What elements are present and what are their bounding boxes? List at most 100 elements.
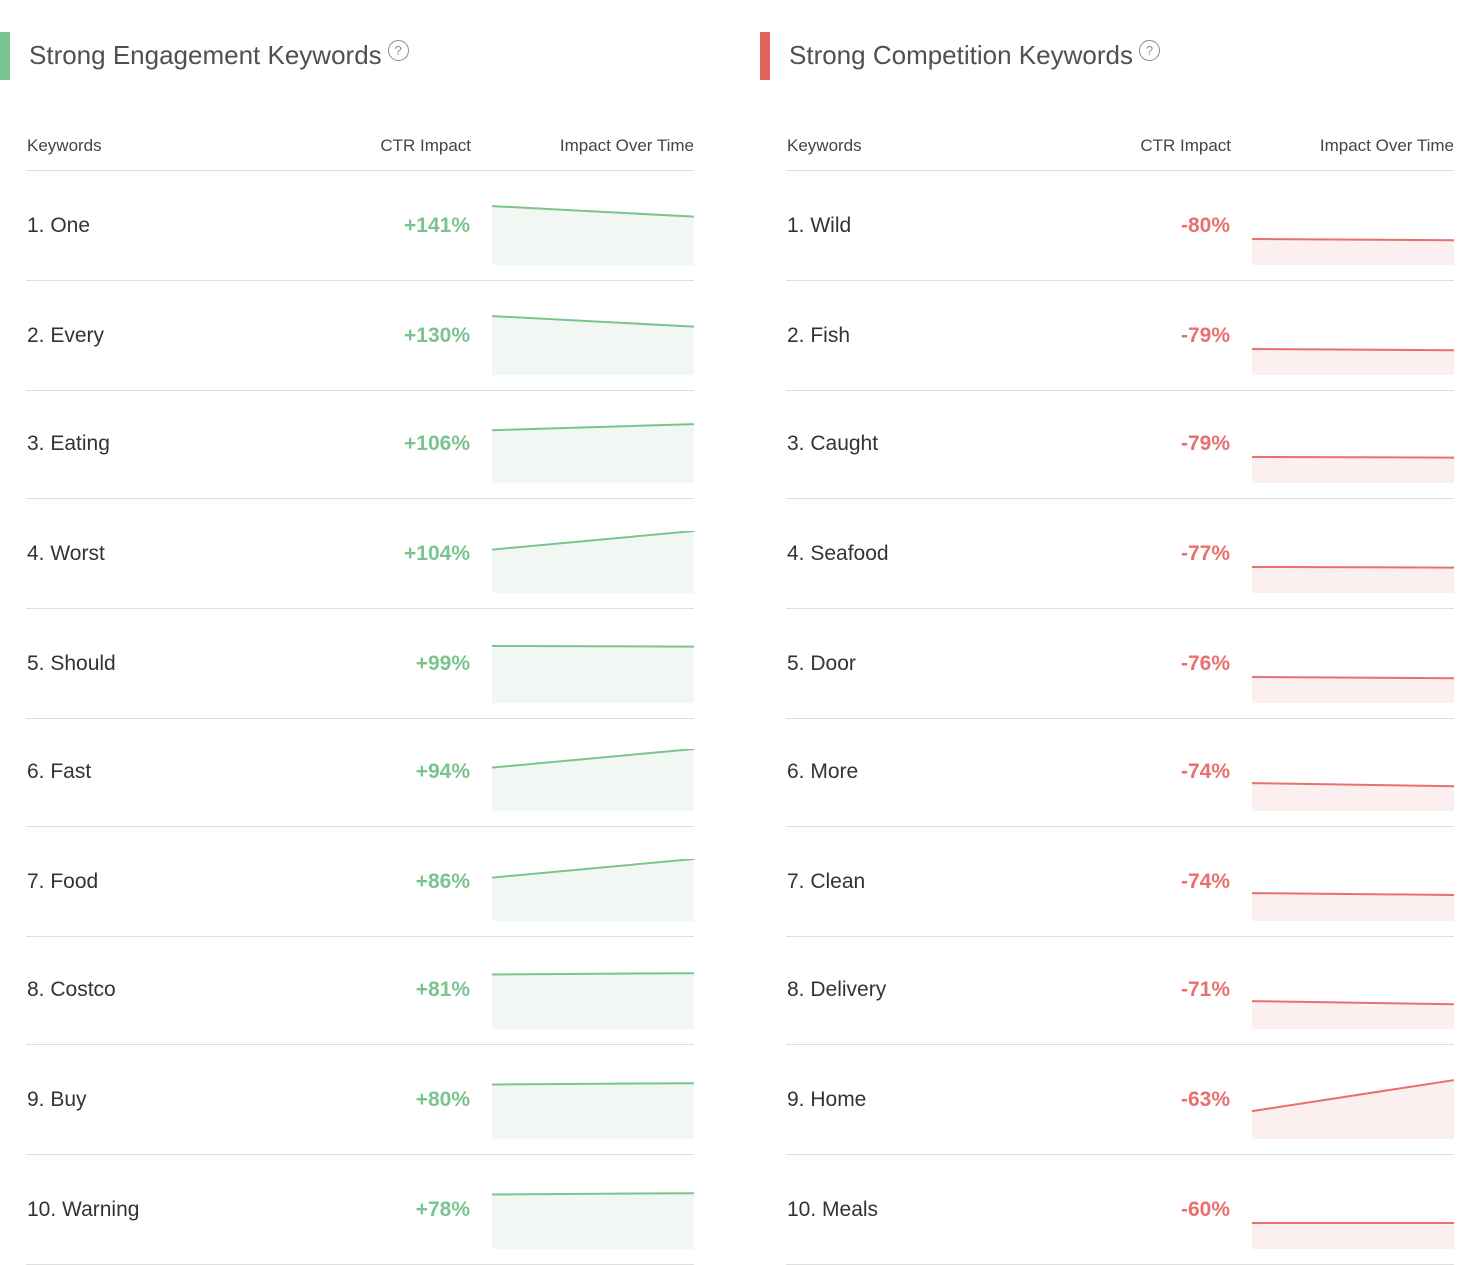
- table-row[interactable]: 9. Home -63%: [786, 1046, 1454, 1155]
- sparkline-area: [1252, 676, 1454, 703]
- keyword-label: 5. Should: [27, 652, 116, 675]
- impact-over-time-column-header: Impact Over Time: [559, 136, 694, 155]
- sparkline-area: [1252, 566, 1454, 593]
- table-row[interactable]: 6. Fast +94%: [26, 718, 694, 827]
- sparkline-area: [1252, 893, 1454, 921]
- impact-sparkline: [1252, 1077, 1454, 1139]
- sparkline-area: [492, 316, 694, 375]
- impact-sparkline: [1252, 313, 1454, 375]
- sparkline-line: [492, 1082, 694, 1086]
- competition-panel: Strong Competition Keywords? Keywords CT…: [760, 0, 1480, 1265]
- table-row[interactable]: 2. Every +130%: [26, 282, 694, 391]
- impact-sparkline: [492, 203, 694, 265]
- ctr-impact-value: +80%: [415, 1088, 470, 1111]
- ctr-impact-value: -77%: [1180, 542, 1230, 565]
- impact-over-time-column-header: Impact Over Time: [1319, 136, 1454, 155]
- table-row[interactable]: 2. Fish -79%: [786, 282, 1454, 391]
- engagement-panel: Strong Engagement Keywords? Keywords CTR…: [0, 0, 730, 1265]
- keyword-label: 1. Wild: [787, 214, 852, 237]
- impact-sparkline: [1252, 749, 1454, 811]
- sparkline-area: [1252, 238, 1454, 265]
- ctr-impact-value: -71%: [1180, 978, 1230, 1001]
- impact-sparkline: [492, 967, 694, 1029]
- impact-sparkline: [492, 313, 694, 375]
- ctr-impact-value: -60%: [1180, 1198, 1230, 1221]
- sparkline-area: [1252, 1001, 1454, 1029]
- help-icon[interactable]: ?: [387, 40, 409, 61]
- table-row[interactable]: 7. Food +86%: [26, 828, 694, 937]
- impact-sparkline: [492, 421, 694, 483]
- ctr-impact-value: +86%: [415, 870, 470, 893]
- table-row[interactable]: 3. Eating +106%: [26, 390, 694, 499]
- keyword-label: 10. Warning: [27, 1198, 140, 1221]
- keywords-column-header: Keywords: [787, 136, 862, 155]
- table-row[interactable]: 4. Worst +104%: [26, 500, 694, 609]
- keyword-label: 2. Every: [27, 324, 105, 347]
- sparkline-area: [1252, 1080, 1454, 1139]
- keyword-label: 8. Costco: [27, 978, 116, 1001]
- sparkline-area: [1252, 1222, 1454, 1249]
- table-row[interactable]: 1. One +141%: [26, 172, 694, 281]
- table-row[interactable]: 10. Warning +78%: [26, 1156, 694, 1265]
- sparkline-line: [1252, 455, 1454, 459]
- ctr-impact-value: +130%: [404, 324, 470, 347]
- ctr-impact-value: +104%: [404, 542, 470, 565]
- sparkline-line: [1252, 892, 1454, 896]
- ctr-impact-value: -80%: [1180, 214, 1230, 237]
- impact-sparkline: [1252, 641, 1454, 703]
- ctr-impact-column-header: CTR Impact: [380, 136, 471, 155]
- table-row[interactable]: 8. Costco +81%: [26, 936, 694, 1045]
- impact-sparkline: [1252, 859, 1454, 921]
- keyword-label: 8. Delivery: [787, 978, 887, 1001]
- keyword-label: 9. Home: [787, 1088, 867, 1111]
- table-row[interactable]: 1. Wild -80%: [786, 172, 1454, 281]
- sparkline-area: [492, 749, 694, 811]
- sparkline-line: [1252, 1079, 1454, 1113]
- table-row[interactable]: 3. Caught -79%: [786, 390, 1454, 499]
- sparkline-line: [1252, 237, 1454, 242]
- impact-sparkline: [1252, 531, 1454, 593]
- sparkline-area: [492, 1083, 694, 1139]
- ctr-impact-value: -63%: [1180, 1088, 1230, 1111]
- keyword-label: 1. One: [27, 214, 91, 237]
- table-row[interactable]: 8. Delivery -71%: [786, 936, 1454, 1045]
- keyword-label: 5. Door: [787, 652, 856, 675]
- sparkline-line: [492, 859, 694, 879]
- table-row[interactable]: 5. Should +99%: [26, 610, 694, 719]
- ctr-impact-column-header: CTR Impact: [1140, 136, 1231, 155]
- competition-title-text: Strong Competition Keywords: [789, 40, 1133, 70]
- sparkline-line: [1252, 675, 1454, 680]
- engagement-title: Strong Engagement Keywords?: [29, 36, 409, 74]
- sparkline-area: [492, 531, 694, 593]
- impact-sparkline: [492, 1187, 694, 1249]
- table-row[interactable]: 5. Door -76%: [786, 610, 1454, 719]
- sparkline-line: [1252, 347, 1454, 352]
- help-icon[interactable]: ?: [1138, 40, 1160, 61]
- sparkline-line: [492, 1192, 694, 1196]
- keyword-label: 4. Seafood: [787, 542, 889, 565]
- sparkline-line: [492, 315, 694, 328]
- sparkline-line: [492, 749, 694, 769]
- ctr-impact-value: -76%: [1180, 652, 1230, 675]
- table-row[interactable]: 9. Buy +80%: [26, 1046, 694, 1155]
- table-row[interactable]: 10. Meals -60%: [786, 1156, 1454, 1265]
- keyword-label: 7. Clean: [787, 870, 866, 893]
- table-row[interactable]: 6. More -74%: [786, 718, 1454, 827]
- sparkline-area: [492, 973, 694, 1029]
- sparkline-line: [492, 205, 694, 218]
- impact-sparkline: [492, 859, 694, 921]
- sparkline-area: [492, 424, 694, 483]
- engagement-title-text: Strong Engagement Keywords: [29, 40, 382, 70]
- table-row[interactable]: 7. Clean -74%: [786, 828, 1454, 937]
- ctr-impact-value: +141%: [404, 214, 470, 237]
- sparkline-area: [1252, 348, 1454, 375]
- keyword-label: 4. Worst: [27, 542, 105, 565]
- ctr-impact-value: +94%: [415, 760, 470, 783]
- sparkline-line: [492, 531, 694, 551]
- table-row[interactable]: 4. Seafood -77%: [786, 500, 1454, 609]
- ctr-impact-value: -74%: [1180, 870, 1230, 893]
- competition-title: Strong Competition Keywords?: [789, 36, 1160, 74]
- sparkline-area: [492, 1193, 694, 1249]
- keyword-label: 9. Buy: [27, 1088, 87, 1111]
- impact-sparkline: [492, 749, 694, 811]
